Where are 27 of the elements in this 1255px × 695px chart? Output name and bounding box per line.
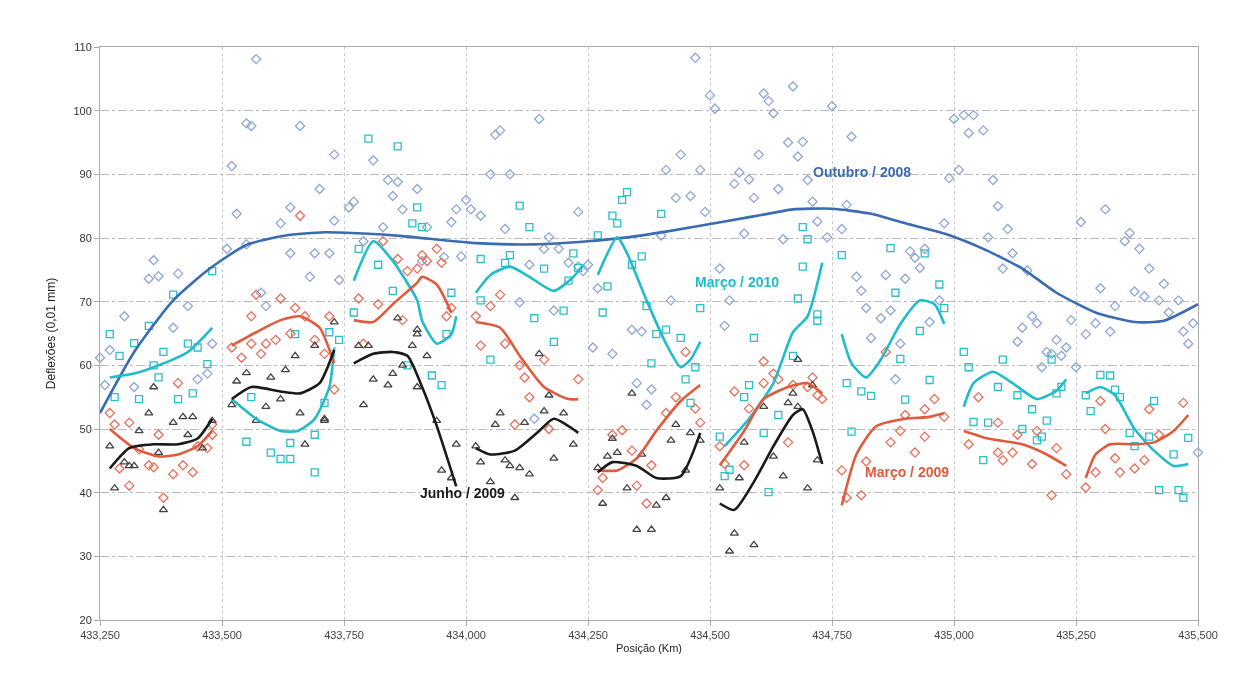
x-tick-label: 435,500: [1178, 629, 1218, 642]
annotation: Março / 2009: [865, 464, 950, 480]
y-tick-label: 70: [79, 295, 92, 308]
y-tick-label: 90: [79, 168, 92, 181]
y-tick-label: 110: [74, 40, 92, 53]
y-tick-label: 20: [79, 613, 92, 626]
x-tick-label: 434,250: [568, 629, 608, 642]
x-tick-label: 434,750: [812, 629, 852, 642]
annotation: Março / 2010: [695, 274, 780, 290]
x-tick-label: 435,000: [934, 629, 974, 642]
y-tick-label: 40: [79, 486, 92, 499]
y-tick-label: 100: [73, 104, 92, 117]
x-tick-label: 433,750: [324, 629, 364, 642]
x-tick-label: 433,250: [80, 629, 120, 642]
x-tick-label: 435,250: [1056, 629, 1096, 642]
annotation: Outubro / 2008: [813, 164, 912, 180]
y-tick-label: 50: [79, 422, 92, 435]
x-axis-title: Posição (Km): [615, 642, 683, 655]
y-tick-label: 60: [79, 359, 92, 372]
y-tick-label: 30: [79, 550, 92, 563]
line-series: [100, 207, 1198, 415]
y-axis-title: Deflexões (0,01 mm): [43, 277, 58, 390]
annotation: Junho / 2009: [420, 485, 506, 501]
x-tick-label: 433,500: [202, 629, 242, 642]
y-tick-label: 80: [79, 231, 92, 244]
x-tick-label: 434,500: [690, 629, 730, 642]
x-tick-label: 434,000: [446, 629, 486, 642]
